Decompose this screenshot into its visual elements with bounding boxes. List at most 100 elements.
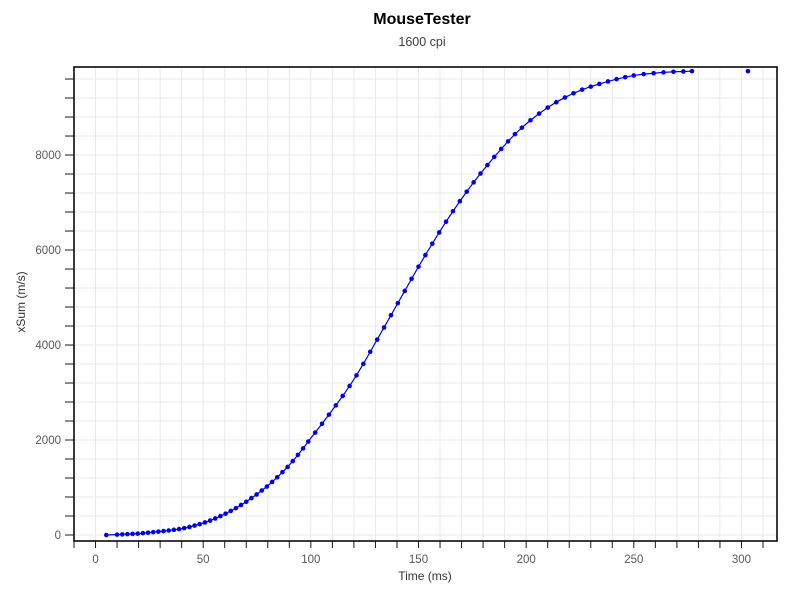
data-point bbox=[171, 527, 177, 533]
data-point bbox=[641, 71, 647, 77]
data-point bbox=[119, 532, 125, 537]
data-point bbox=[651, 70, 656, 76]
data-point bbox=[519, 125, 525, 130]
data-point bbox=[429, 241, 435, 246]
data-point bbox=[491, 154, 497, 160]
data-point bbox=[156, 529, 161, 534]
data-point bbox=[161, 528, 166, 534]
y-tick-label: 6000 bbox=[35, 245, 61, 257]
data-point bbox=[457, 198, 463, 204]
data-point bbox=[202, 520, 208, 525]
y-tick-label: 4000 bbox=[35, 340, 61, 352]
data-point bbox=[347, 383, 352, 389]
data-point bbox=[243, 499, 249, 505]
data-point bbox=[354, 373, 359, 378]
data-point bbox=[402, 288, 408, 294]
data-point bbox=[579, 87, 585, 92]
x-axis-title: Time (ms) bbox=[398, 569, 452, 583]
x-axis-ticks bbox=[73, 541, 764, 548]
plot-border bbox=[73, 66, 778, 542]
x-tick-label: 50 bbox=[197, 554, 210, 566]
data-point bbox=[622, 74, 628, 80]
data-point bbox=[498, 146, 504, 152]
data-point bbox=[103, 532, 109, 538]
data-point bbox=[671, 69, 676, 75]
data-point bbox=[187, 524, 192, 530]
data-point bbox=[197, 521, 203, 527]
data-point bbox=[512, 131, 518, 137]
data-point bbox=[259, 488, 265, 493]
data-point bbox=[333, 403, 339, 408]
y-axis-ticks bbox=[65, 78, 74, 536]
data-point bbox=[150, 529, 156, 535]
data-point bbox=[319, 421, 325, 427]
data-point bbox=[381, 325, 387, 330]
chart-title: MouseTester bbox=[373, 11, 471, 28]
data-point bbox=[192, 523, 197, 528]
data-point bbox=[228, 508, 234, 514]
data-point bbox=[305, 439, 311, 444]
data-point bbox=[233, 505, 239, 511]
isolated-data-point bbox=[745, 68, 751, 74]
data-point bbox=[436, 230, 442, 235]
data-point bbox=[114, 532, 120, 537]
data-point bbox=[423, 252, 428, 258]
data-point bbox=[661, 70, 666, 75]
vertical-gridlines bbox=[73, 67, 764, 541]
data-point bbox=[614, 76, 619, 82]
data-point bbox=[485, 162, 490, 168]
data-point bbox=[326, 412, 332, 417]
data-point bbox=[176, 526, 182, 532]
data-point bbox=[135, 531, 141, 536]
data-point bbox=[689, 68, 695, 74]
data-point bbox=[269, 479, 275, 485]
data-point bbox=[571, 90, 576, 96]
data-point bbox=[554, 99, 559, 105]
data-point bbox=[681, 69, 686, 74]
data-point bbox=[374, 337, 380, 342]
data-point bbox=[274, 475, 280, 480]
data-point bbox=[361, 361, 366, 367]
x-tick-label: 200 bbox=[517, 554, 536, 566]
data-point bbox=[285, 464, 290, 470]
data-point bbox=[367, 349, 373, 355]
chart-subtitle: 1600 cpi bbox=[398, 35, 446, 49]
data-point bbox=[631, 73, 637, 78]
data-point bbox=[254, 492, 259, 497]
data-point bbox=[223, 511, 228, 516]
data-point bbox=[312, 430, 318, 435]
x-tick-label: 100 bbox=[301, 554, 320, 566]
data-point bbox=[605, 79, 611, 84]
data-point bbox=[290, 458, 296, 464]
data-point bbox=[218, 513, 223, 519]
data-point bbox=[125, 531, 130, 537]
y-axis-title: xSum (m/s) bbox=[14, 271, 28, 333]
data-point bbox=[145, 530, 151, 535]
x-tick-label: 250 bbox=[624, 554, 643, 566]
data-point bbox=[443, 219, 449, 225]
data-point bbox=[207, 518, 213, 523]
data-point bbox=[545, 105, 550, 110]
data-point bbox=[264, 484, 270, 489]
data-point bbox=[295, 452, 301, 458]
data-point bbox=[409, 276, 414, 282]
data-point bbox=[388, 312, 394, 318]
data-point bbox=[340, 393, 346, 399]
x-tick-label: 0 bbox=[92, 554, 98, 566]
y-tick-labels: 0 2000 4000 6000 8000 bbox=[35, 150, 61, 542]
x-tick-label: 150 bbox=[409, 554, 428, 566]
y-tick-label: 8000 bbox=[35, 150, 61, 162]
data-point bbox=[505, 139, 511, 144]
data-point bbox=[181, 525, 187, 531]
data-point bbox=[395, 300, 401, 306]
data-point bbox=[140, 530, 146, 536]
data-point bbox=[471, 180, 476, 185]
data-point bbox=[528, 117, 533, 123]
y-tick-label: 0 bbox=[55, 530, 61, 542]
data-point bbox=[212, 516, 218, 521]
data-point bbox=[249, 495, 254, 501]
data-point bbox=[464, 189, 470, 194]
data-point bbox=[130, 531, 135, 537]
data-point bbox=[280, 469, 285, 475]
data-point bbox=[478, 171, 483, 176]
